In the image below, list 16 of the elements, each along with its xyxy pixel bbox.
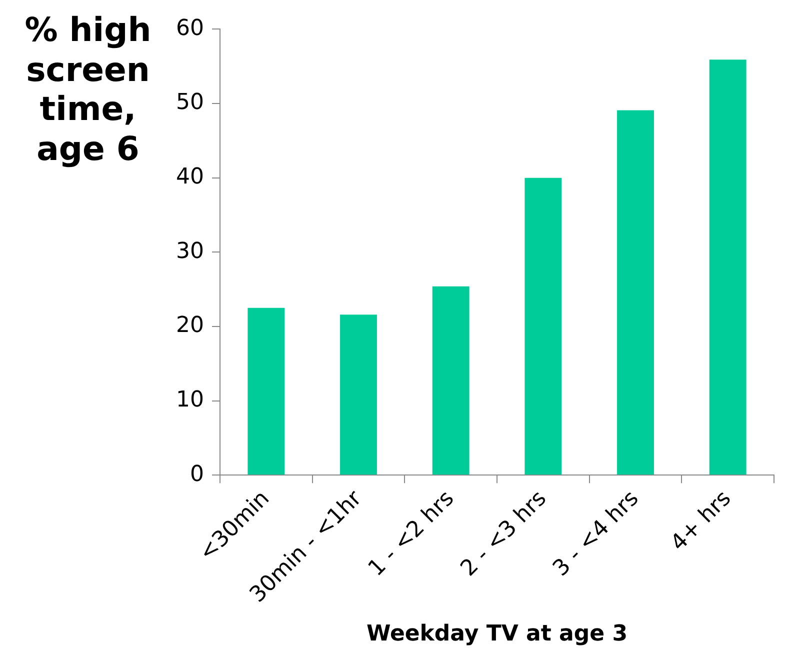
bar: [709, 60, 746, 475]
bar: [248, 308, 285, 475]
bar: [524, 178, 562, 475]
x-axis-title: Weekday TV at age 3: [366, 622, 628, 647]
y-axis-title: % high screen time, age 6: [24, 10, 152, 168]
y-tick-label: 30: [176, 238, 204, 264]
bar: [617, 110, 654, 475]
y-tick-label: 20: [176, 313, 204, 338]
x-tick-label: 4+ hrs: [666, 486, 736, 556]
bar: [340, 314, 377, 475]
y-tick-label: 40: [176, 164, 204, 190]
y-tick-label: 60: [176, 16, 204, 41]
bar: [432, 286, 470, 475]
y-tick-label: 10: [176, 388, 204, 413]
y-tick-label: 50: [176, 90, 204, 116]
y-tick-label: 0: [190, 462, 204, 487]
